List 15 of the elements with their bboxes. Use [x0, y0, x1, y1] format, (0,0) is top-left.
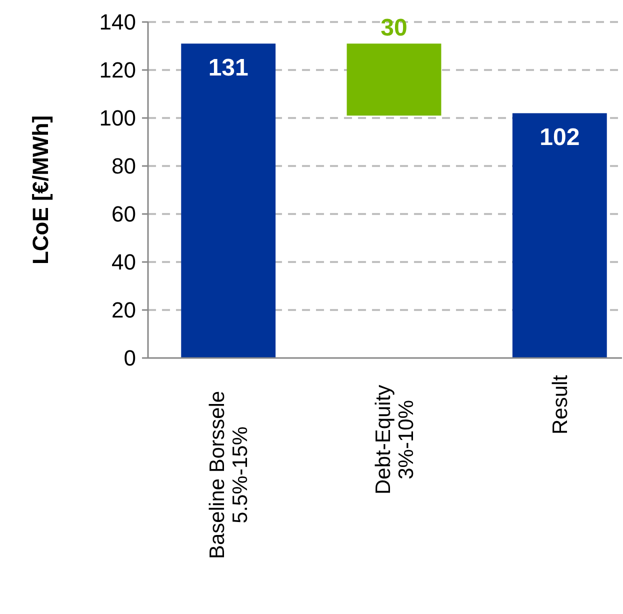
y-tick-label: 140	[99, 10, 136, 35]
data-label: 131	[208, 54, 248, 82]
x-tick-label: Debt-Equity 3%-10%	[372, 384, 418, 495]
y-tick-label: 80	[112, 154, 136, 179]
y-tick-label: 20	[112, 298, 136, 323]
data-label: 30	[380, 14, 408, 42]
x-tick-label: Baseline Borssele 5.5%-15%	[206, 390, 252, 560]
y-tick-label: 40	[112, 250, 136, 275]
y-tick-label: 0	[124, 346, 136, 371]
data-label: 102	[540, 124, 580, 152]
x-tick-label: Result	[549, 374, 572, 435]
y-axis-title: LCoE [€/MWh]	[28, 115, 53, 265]
y-tick-label: 120	[99, 58, 136, 83]
y-tick-label: 100	[99, 106, 136, 131]
y-tick-label: 60	[112, 202, 136, 227]
